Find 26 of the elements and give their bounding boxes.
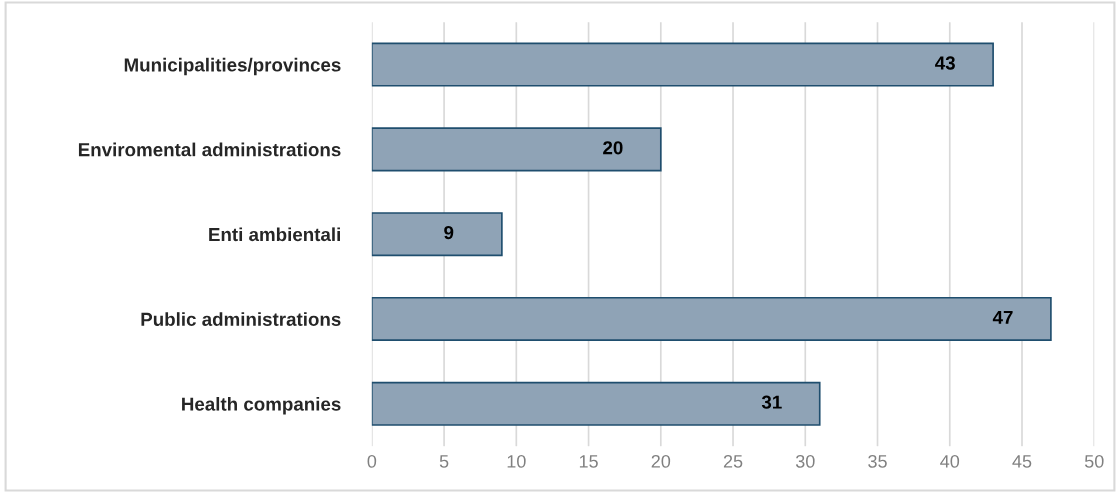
x-tick-label: 15 — [579, 455, 598, 468]
x-tick-label: 45 — [1012, 455, 1032, 468]
x-tick-label: 10 — [507, 454, 526, 468]
data-label: 9 — [444, 225, 454, 240]
x-tick-label: 30 — [795, 454, 815, 468]
x-tick-label: 35 — [868, 454, 887, 468]
x-tick-label: 25 — [723, 454, 743, 468]
data-label: 20 — [603, 141, 623, 155]
x-tick-label: 50 — [1084, 454, 1104, 468]
x-tick-label: 5 — [439, 455, 449, 468]
y-tick-label: Enti ambientali — [209, 227, 340, 242]
bar — [371, 127, 662, 172]
x-tick-label: 0 — [367, 454, 377, 468]
bar — [371, 42, 994, 87]
data-label: 47 — [992, 310, 1013, 324]
bar — [371, 212, 503, 257]
y-tick-label: Municipalities/provinces — [124, 57, 341, 76]
bar — [371, 296, 1052, 342]
x-tick-label: 40 — [940, 454, 960, 468]
y-tick-label: Public administrations — [141, 312, 341, 326]
data-label: 31 — [761, 395, 782, 409]
data-label: 43 — [935, 56, 955, 70]
bar — [371, 381, 821, 426]
y-tick-label: Enviromental administrations — [78, 142, 341, 157]
y-tick-label: Health companies — [182, 396, 341, 415]
x-tick-label: 20 — [651, 454, 671, 468]
